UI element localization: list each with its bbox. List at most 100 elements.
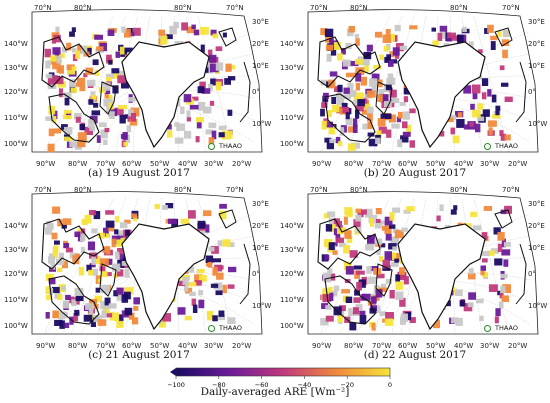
axis-label-left: 130°W bbox=[4, 64, 28, 72]
axis-label-bottom: 70°W bbox=[372, 342, 392, 350]
axis-label-bottom: 80°W bbox=[68, 342, 88, 350]
map-graphic bbox=[307, 191, 539, 335]
axis-label-bottom: 30°W bbox=[204, 342, 224, 350]
panel-caption: (a) 19 August 2017 bbox=[88, 167, 190, 179]
axis-label-top: 70°N bbox=[310, 4, 328, 12]
colorbar: −100 −80 −60 −40 −20 0 bbox=[167, 367, 398, 401]
axis-label-left: 120°W bbox=[280, 88, 304, 96]
axis-label-top: 70°N bbox=[34, 186, 52, 194]
axis-label-bottom: 80°W bbox=[344, 160, 364, 168]
axis-label-left: 110°W bbox=[4, 296, 28, 304]
axis-label-top: 80°N bbox=[174, 4, 192, 12]
map-panel-d: 70°N 80°N 80°N 70°N 140°W 130°W 120°W 110°W 100°… bbox=[280, 184, 550, 364]
axis-label-bottom: 90°W bbox=[312, 160, 332, 168]
axis-label-bottom: 90°W bbox=[312, 342, 332, 350]
axis-label-bottom: 20°W bbox=[508, 160, 528, 168]
axis-label-right: 20°E bbox=[528, 40, 545, 48]
axis-label-top: 80°N bbox=[74, 4, 92, 12]
axis-label-bottom: 30°W bbox=[480, 342, 500, 350]
axis-label-right: 30°E bbox=[528, 200, 545, 208]
axis-label-left: 100°W bbox=[4, 322, 28, 330]
colorbar-extend-arrow bbox=[170, 368, 176, 376]
axis-label-left: 140°W bbox=[280, 222, 304, 230]
axis-label-right: 30°E bbox=[252, 200, 269, 208]
station-label: THAAO bbox=[219, 142, 242, 150]
axis-label-bottom: 40°W bbox=[454, 342, 474, 350]
axis-label-right: 0° bbox=[252, 270, 260, 278]
axis-label-top: 80°N bbox=[350, 4, 368, 12]
axis-label-left: 120°W bbox=[280, 270, 304, 278]
axis-label-top: 70°N bbox=[310, 186, 328, 194]
station-marker: THAAO bbox=[484, 324, 518, 332]
axis-label-bottom: 90°W bbox=[36, 342, 56, 350]
station-label: THAAO bbox=[495, 324, 518, 332]
axis-label-left: 100°W bbox=[4, 140, 28, 148]
axis-label-bottom: 20°W bbox=[508, 342, 528, 350]
axis-label-left: 130°W bbox=[4, 246, 28, 254]
axis-label-right: 10°W bbox=[252, 302, 272, 310]
axis-label-right: 10°W bbox=[252, 120, 272, 128]
axis-label-top: 80°N bbox=[174, 186, 192, 194]
axis-label-right: 20°E bbox=[252, 222, 269, 230]
axis-label-bottom: 40°W bbox=[178, 342, 198, 350]
axis-label-left: 120°W bbox=[4, 270, 28, 278]
axis-label-bottom: 30°W bbox=[480, 160, 500, 168]
station-marker: THAAO bbox=[208, 142, 242, 150]
map-panel-a: 70°N 80°N 80°N 70°N 140°W 130°W 120°W 110°W 100°… bbox=[4, 2, 274, 182]
axis-label-bottom: 50°W bbox=[150, 160, 170, 168]
axis-label-right: 0° bbox=[528, 270, 536, 278]
colorbar-bar bbox=[175, 367, 391, 377]
axis-label-left: 130°W bbox=[280, 246, 304, 254]
colorbar-tick-label: −20 bbox=[340, 381, 354, 389]
station-marker: THAAO bbox=[484, 142, 518, 150]
axis-label-bottom: 40°W bbox=[454, 160, 474, 168]
axis-label-top: 70°N bbox=[502, 4, 520, 12]
axis-label-bottom: 70°W bbox=[96, 342, 116, 350]
axis-label-right: 20°E bbox=[528, 222, 545, 230]
colorbar-graphic: −100 −80 −60 −40 −20 0 bbox=[167, 367, 392, 389]
axis-label-bottom: 80°W bbox=[68, 160, 88, 168]
axis-label-left: 140°W bbox=[4, 40, 28, 48]
map-graphic bbox=[307, 9, 539, 153]
station-dot-icon bbox=[208, 142, 215, 150]
axis-label-right: 10°W bbox=[528, 120, 548, 128]
axis-label-bottom: 60°W bbox=[122, 342, 142, 350]
axis-label-bottom: 50°W bbox=[426, 342, 446, 350]
panel-caption: (d) 22 August 2017 bbox=[363, 349, 467, 361]
colorbar-ticks: −100 −80 −60 −40 −20 0 bbox=[167, 376, 392, 389]
map-panel-c: 70°N 80°N 80°N 70°N 140°W 130°W 120°W 110°W 100°… bbox=[4, 184, 274, 364]
axis-label-top: 70°N bbox=[226, 4, 244, 12]
axis-label-top: 80°N bbox=[350, 186, 368, 194]
axis-label-bottom: 30°W bbox=[204, 160, 224, 168]
colorbar-title: Daily-averaged ARE [Wm⁻²] bbox=[200, 386, 350, 398]
axis-label-right: 10°E bbox=[252, 62, 269, 70]
colorbar-tick-label: 0 bbox=[388, 381, 392, 389]
axis-label-left: 100°W bbox=[280, 322, 304, 330]
map-graphic bbox=[31, 9, 263, 153]
axis-label-top: 70°N bbox=[226, 186, 244, 194]
axis-label-right: 30°E bbox=[528, 18, 545, 26]
axis-label-top: 70°N bbox=[34, 4, 52, 12]
axis-label-left: 110°W bbox=[280, 114, 304, 122]
colorbar-tick-label: −40 bbox=[298, 381, 312, 389]
station-label: THAAO bbox=[219, 324, 242, 332]
axis-label-left: 110°W bbox=[4, 114, 28, 122]
station-marker: THAAO bbox=[208, 324, 242, 332]
axis-label-left: 110°W bbox=[280, 296, 304, 304]
axis-label-right: 10°E bbox=[252, 244, 269, 252]
axis-label-bottom: 20°W bbox=[232, 160, 252, 168]
axis-label-right: 0° bbox=[528, 88, 536, 96]
panel-caption: (c) 21 August 2017 bbox=[88, 349, 190, 361]
colorbar-tick-label: −80 bbox=[212, 381, 226, 389]
axis-label-bottom: 20°W bbox=[232, 342, 252, 350]
axis-label-bottom: 70°W bbox=[372, 160, 392, 168]
panel-caption: (b) 20 August 2017 bbox=[363, 167, 467, 179]
axis-label-right: 0° bbox=[252, 88, 260, 96]
axis-label-bottom: 70°W bbox=[96, 160, 116, 168]
colorbar-tick-label: −100 bbox=[168, 381, 185, 389]
axis-label-bottom: 90°W bbox=[36, 160, 56, 168]
axis-label-left: 100°W bbox=[280, 140, 304, 148]
map-panel-b: 70°N 80°N 80°N 70°N 140°W 130°W 120°W 110°W 100°… bbox=[280, 2, 550, 182]
axis-label-left: 140°W bbox=[280, 40, 304, 48]
axis-label-bottom: 60°W bbox=[398, 342, 418, 350]
